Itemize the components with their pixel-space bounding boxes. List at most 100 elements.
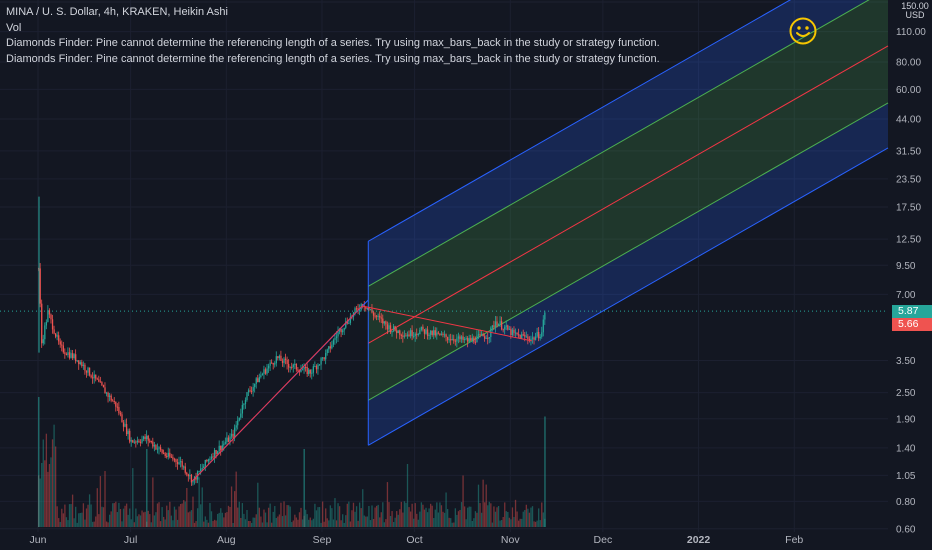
- volume-bar: [93, 521, 95, 527]
- candle-body: [473, 337, 475, 342]
- volume-bar: [220, 508, 222, 527]
- volume-bar: [257, 482, 259, 527]
- price-tick-label: 12.50: [896, 235, 921, 246]
- volume-bar: [75, 506, 77, 527]
- candle-body: [480, 333, 483, 335]
- volume-bar: [450, 518, 452, 527]
- volume-bar: [119, 509, 122, 527]
- smiley-face-icon[interactable]: [788, 16, 818, 46]
- volume-bar: [217, 513, 219, 527]
- volume-bar: [346, 503, 348, 527]
- volume-bar: [212, 521, 214, 527]
- volume-bar: [516, 511, 518, 527]
- volume-bar: [169, 501, 171, 527]
- volume-bar: [78, 513, 80, 527]
- candle-body: [541, 332, 543, 337]
- candle-body: [249, 390, 251, 392]
- candle-body: [64, 352, 66, 354]
- volume-bar: [258, 507, 260, 527]
- candle-body: [456, 338, 458, 342]
- candle-body: [403, 335, 406, 337]
- candle-body: [96, 378, 98, 380]
- volume-bar: [315, 510, 318, 527]
- volume-bar: [426, 512, 429, 527]
- trendline: [361, 305, 532, 342]
- candle-body: [425, 329, 427, 334]
- candle-body: [423, 329, 426, 334]
- volume-bar: [187, 512, 190, 527]
- candle-body: [502, 329, 504, 331]
- volume-bar: [275, 517, 277, 527]
- volume-bar: [295, 517, 298, 527]
- volume-bar: [400, 501, 402, 527]
- volume-bar: [235, 471, 237, 527]
- candle-body: [374, 315, 376, 317]
- trendlines[interactable]: [191, 299, 532, 482]
- volume-bar: [380, 512, 382, 527]
- volume-bar: [147, 510, 149, 527]
- volume-indicator-label[interactable]: Vol: [6, 21, 22, 34]
- volume-bar: [331, 508, 333, 527]
- volume-bar: [439, 502, 441, 527]
- volume-bar: [357, 520, 359, 527]
- volume-bar: [454, 508, 456, 527]
- price-axis[interactable]: 110.00 80.00 60.00 44.00 31.50 23.50 17.50 12.5…: [896, 27, 926, 535]
- volume-bar: [430, 503, 432, 527]
- candle-body: [146, 435, 148, 440]
- volume-bar: [288, 505, 290, 527]
- symbol-title[interactable]: MINA / U. S. Dollar, 4h, KRAKEN, Heikin …: [6, 6, 228, 18]
- candle-body: [308, 369, 310, 375]
- candle-body: [159, 447, 162, 450]
- candle-body: [420, 326, 423, 331]
- candle-body: [406, 334, 409, 337]
- volume-bar: [405, 502, 407, 527]
- candle-body: [240, 413, 242, 418]
- candle-body: [457, 336, 460, 339]
- candle-body: [382, 318, 384, 324]
- currency-unit[interactable]: 150.00 USD: [900, 2, 930, 20]
- candle-body: [405, 335, 407, 337]
- volume-bar: [428, 508, 430, 527]
- candle-body: [155, 445, 157, 450]
- candle-body: [152, 441, 154, 447]
- volume-bar: [207, 522, 210, 527]
- volume-bar: [320, 522, 322, 527]
- candle-body: [132, 440, 134, 443]
- volume-bar: [525, 504, 527, 527]
- volume-bar: [201, 487, 203, 527]
- candle-body: [297, 369, 299, 371]
- volume-bar: [369, 520, 372, 527]
- candle-body: [392, 326, 395, 331]
- candle-body: [516, 332, 518, 335]
- candle-body: [230, 433, 233, 437]
- candle-body: [511, 329, 514, 336]
- candle-body: [292, 364, 294, 368]
- time-axis[interactable]: Jun Jul Aug Sep Oct Nov Dec 2022 Feb: [30, 534, 804, 546]
- candle-body: [436, 332, 438, 336]
- volume-bar: [99, 476, 102, 527]
- volume-bar: [422, 504, 424, 527]
- candle-body: [263, 369, 265, 374]
- volume-bar: [521, 518, 523, 527]
- volume-bar: [391, 511, 393, 527]
- volume-bar: [104, 471, 106, 527]
- candle-body: [348, 322, 350, 324]
- candle-body: [218, 445, 220, 452]
- volume-bar: [337, 503, 339, 527]
- time-tick-label: Nov: [501, 534, 520, 546]
- candle-body: [138, 440, 140, 442]
- volume-bar: [304, 509, 307, 527]
- volume-bar: [138, 514, 140, 527]
- pitchfork-drawing[interactable]: [367, 0, 889, 446]
- volume-bar: [190, 510, 193, 527]
- candle-body: [463, 338, 466, 340]
- volume-bar: [338, 506, 341, 527]
- volume-bar: [499, 520, 501, 527]
- candle-body: [487, 337, 489, 339]
- candle-body: [119, 413, 122, 415]
- candle-body: [161, 449, 163, 453]
- volume-bar: [484, 502, 486, 527]
- volume-bar: [522, 511, 524, 527]
- volume-bar: [159, 521, 162, 527]
